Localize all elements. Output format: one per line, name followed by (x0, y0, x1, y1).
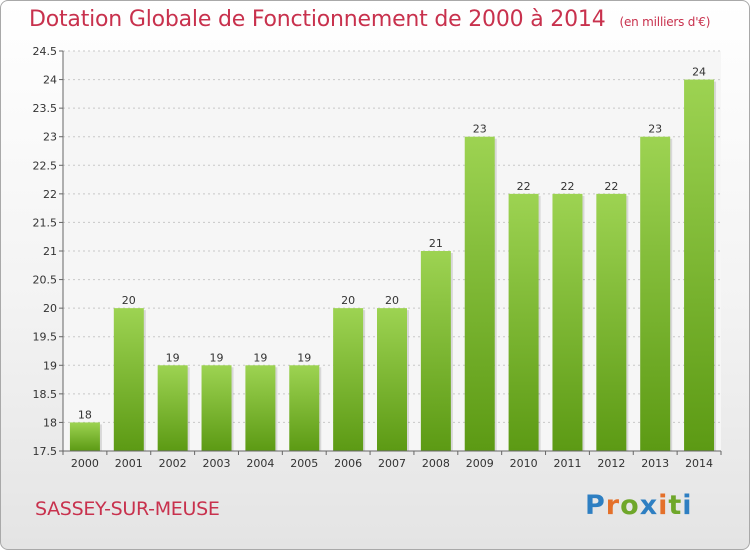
bar (69, 422, 100, 451)
bar (640, 136, 671, 451)
data-label: 18 (78, 408, 92, 421)
logo-letter: t (668, 490, 683, 521)
data-label: 20 (341, 294, 355, 307)
data-label: 19 (166, 351, 180, 364)
x-tick-label: 2004 (246, 457, 274, 470)
bar (684, 79, 715, 452)
bar (464, 136, 495, 451)
bar (333, 308, 364, 451)
x-tick-label: 2007 (378, 457, 406, 470)
data-label: 21 (429, 237, 443, 250)
y-tick-label: 24.5 (33, 45, 58, 58)
y-tick-label: 22.5 (33, 159, 58, 172)
y-tick-label: 24 (43, 74, 57, 87)
y-tick-label: 19.5 (33, 331, 58, 344)
y-tick-label: 23 (43, 131, 57, 144)
logo-letter: i (682, 490, 693, 521)
x-tick-label: 2001 (115, 457, 143, 470)
x-tick-label: 2006 (334, 457, 362, 470)
bar (157, 365, 188, 451)
logo-letter: P (585, 490, 606, 521)
logo-letter: r (605, 490, 621, 521)
data-label: 19 (253, 351, 267, 364)
y-tick-label: 19 (43, 359, 57, 372)
data-label: 20 (385, 294, 399, 307)
y-tick-label: 18 (43, 416, 57, 429)
bar (508, 193, 539, 451)
logo-letter: o (620, 490, 640, 521)
y-tick-label: 21 (43, 245, 57, 258)
proxiti-logo: Proxiti (585, 490, 693, 521)
x-tick-label: 2011 (553, 457, 581, 470)
bar (377, 308, 407, 451)
x-tick-label: 2005 (290, 457, 318, 470)
x-tick-label: 2003 (203, 457, 231, 470)
y-tick-label: 20 (43, 302, 57, 315)
data-label: 23 (473, 123, 487, 136)
data-label: 20 (122, 294, 136, 307)
chart-title: Dotation Globale de Fonctionnement de 20… (29, 7, 710, 32)
x-tick-label: 2012 (597, 457, 625, 470)
data-label: 22 (517, 180, 531, 193)
x-tick-label: 2010 (510, 457, 538, 470)
x-tick-label: 2014 (685, 457, 713, 470)
bar (420, 251, 451, 451)
data-label: 19 (210, 351, 224, 364)
x-tick-label: 2002 (159, 457, 187, 470)
units-label: (en milliers d'€) (619, 15, 711, 29)
y-tick-label: 20.5 (33, 274, 58, 287)
bar (289, 365, 320, 451)
y-tick-label: 22 (43, 188, 57, 201)
x-tick-label: 2000 (71, 457, 99, 470)
bar (245, 365, 276, 451)
commune-name: SASSEY-SUR-MEUSE (35, 498, 220, 520)
logo-letter: x (639, 490, 659, 521)
y-tick-label: 23.5 (33, 102, 58, 115)
y-tick-label: 18.5 (33, 388, 58, 401)
logo-letter: i (658, 490, 669, 521)
chart-title-text: Dotation Globale de Fonctionnement de 20… (29, 7, 606, 32)
y-tick-label: 21.5 (33, 216, 58, 229)
bar (596, 193, 627, 451)
data-label: 23 (648, 123, 662, 136)
data-label: 22 (560, 180, 574, 193)
bar (113, 308, 144, 451)
x-tick-label: 2008 (422, 457, 450, 470)
data-label: 24 (692, 66, 706, 79)
y-tick-label: 17.5 (33, 445, 58, 458)
data-label: 19 (297, 351, 311, 364)
x-tick-label: 2009 (466, 457, 494, 470)
bar (201, 365, 232, 451)
bar (552, 193, 583, 451)
x-tick-label: 2013 (641, 457, 669, 470)
data-label: 22 (604, 180, 618, 193)
